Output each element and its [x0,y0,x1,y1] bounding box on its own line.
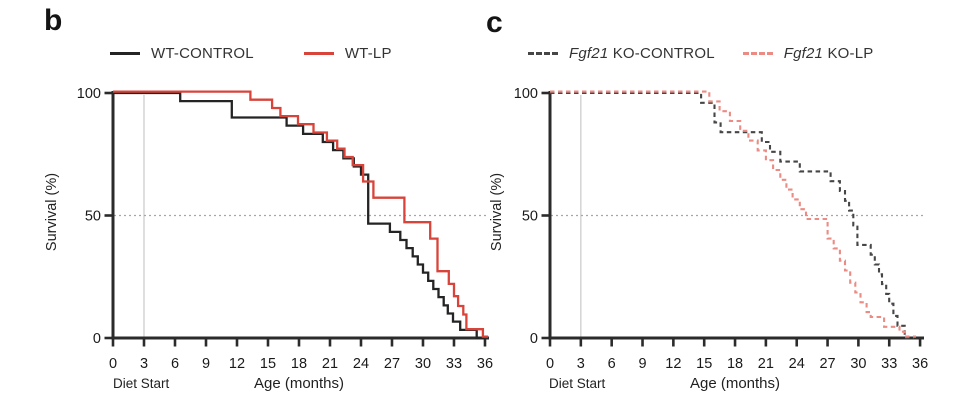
y-axis-title-b: Survival (%) [44,172,60,252]
panel-label-b: b [44,4,63,37]
y-tick-label: 50 [522,209,538,225]
x-tick-label: 9 [638,356,646,372]
x-tick-label: 36 [912,356,928,372]
legend-panel-c: Fgf21 KO-CONTROL Fgf21 KO-LP [528,44,873,62]
x-tick-label: 27 [384,356,400,372]
diet-start-label-c: Diet Start [549,376,606,391]
x-tick-label: 18 [291,356,307,372]
legend-item-wt-lp: WT-LP [303,44,392,62]
legend-label-wt-control: WT-CONTROL [151,44,254,62]
y-tick-label: 100 [77,86,101,102]
x-tick-label: 6 [608,356,616,372]
x-tick-label: 21 [758,356,774,372]
x-tick-label: 12 [665,356,681,372]
legend-line-swatch-wt-lp [303,51,334,55]
legend-label-fgf21-ko-control: Fgf21 KO-CONTROL [569,44,715,62]
legend-line-swatch-fgf21-ko-lp [742,51,773,55]
legend-label-wt-lp: WT-LP [344,44,392,62]
x-tick-label: 15 [260,356,276,372]
x-axis-title-c: Age (months) [689,375,781,392]
x-tick-label: 6 [171,356,179,372]
legend-item-fgf21-ko-lp: Fgf21 KO-LP [742,44,874,62]
legend-panel-b: WT-CONTROL WT-LP [110,44,392,62]
x-tick-label: 0 [546,356,554,372]
panel-label-c: c [486,6,503,39]
x-tick-label: 36 [477,356,493,372]
y-tick-label: 0 [530,331,538,347]
legend-item-fgf21-ko-control: Fgf21 KO-CONTROL [528,45,715,62]
x-tick-label: 12 [229,356,245,372]
x-tick-label: 24 [353,356,369,372]
x-tick-label: 3 [140,356,148,372]
survival-curve-wt-lp [113,90,489,338]
diet-start-label-b: Diet Start [113,376,170,391]
y-tick-label: 0 [93,331,101,347]
y-tick-label: 100 [514,86,538,102]
x-axis-title-b: Age (months) [253,375,345,392]
x-tick-label: 21 [322,356,338,372]
x-tick-label: 30 [850,356,866,372]
survival-curve-fgf21-ko-control [550,91,914,340]
legend-item-wt-control: WT-CONTROL [110,45,254,62]
x-tick-label: 33 [881,356,897,372]
x-tick-label: 3 [577,356,585,372]
x-tick-label: 15 [696,356,712,372]
x-tick-label: 9 [202,356,210,372]
legend-line-swatch-fgf21-ko-control [528,51,558,55]
legend-label-fgf21-ko-lp: Fgf21 KO-LP [783,44,874,62]
survival-curve-wt-control [113,91,484,340]
y-axis-title-c: Survival (%) [489,172,505,252]
survival-curve-fgf21-ko-lp [550,90,916,338]
y-tick-label: 50 [85,209,101,225]
x-tick-label: 24 [789,356,805,372]
legend-line-swatch-wt-control [110,51,140,55]
x-tick-label: 27 [819,356,835,372]
x-tick-label: 0 [109,356,117,372]
x-tick-label: 18 [727,356,743,372]
x-tick-label: 33 [446,356,462,372]
x-tick-label: 30 [415,356,431,372]
